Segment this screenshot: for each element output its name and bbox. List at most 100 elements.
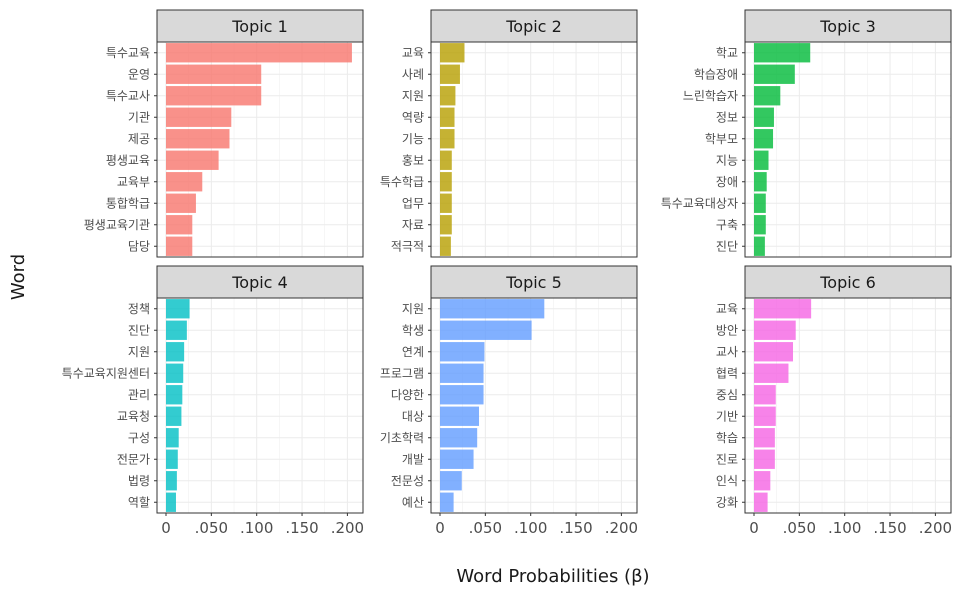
panel-background [431, 42, 637, 257]
y-tick-label: 법령 [128, 474, 150, 488]
bar [754, 150, 769, 170]
x-tick-label: .200 [331, 519, 364, 537]
y-tick-label: 구성 [128, 431, 150, 445]
y-tick-label: 대상 [402, 409, 424, 423]
bar [754, 43, 811, 63]
bar [440, 299, 545, 319]
y-tick-label: 중심 [716, 388, 738, 402]
bar [754, 129, 774, 149]
bar [440, 492, 454, 512]
y-tick-label: 사례 [402, 67, 424, 81]
y-tick-label: 특수교육대상자 [661, 196, 738, 210]
bar [754, 406, 776, 426]
bar [440, 64, 460, 84]
facet-strip [744, 9, 952, 43]
x-tick-label: .050 [469, 519, 502, 537]
x-tick-label: .100 [240, 519, 273, 537]
y-tick-label: 운영 [128, 67, 150, 81]
bar [440, 406, 479, 426]
y-tick-label: 특수학급 [380, 175, 424, 189]
bar [440, 363, 484, 383]
y-tick-label: 관리 [128, 388, 150, 402]
y-tick-label: 기관 [128, 110, 150, 124]
bar [166, 428, 179, 448]
y-tick-label: 인식 [716, 474, 738, 488]
bar [166, 129, 230, 149]
y-tick-label: 제공 [128, 132, 150, 146]
y-tick-label: 특수교육지원센터 [62, 366, 150, 380]
bar [440, 86, 456, 106]
bar [166, 406, 182, 426]
bar [166, 492, 176, 512]
y-tick-label: 지원 [402, 89, 424, 103]
bar [440, 342, 485, 362]
y-tick-label: 역량 [402, 110, 424, 124]
y-tick-label: 특수교사 [106, 89, 150, 103]
bar [166, 215, 193, 235]
facet-strip [430, 265, 638, 299]
x-tick-label: .100 [514, 519, 547, 537]
y-tick-label: 진단 [128, 323, 150, 337]
y-tick-label: 지원 [402, 302, 424, 316]
y-tick-label: 평생교육기관 [84, 218, 150, 232]
y-tick-label: 프로그램 [380, 366, 424, 380]
x-axis-title: Word Probabilities (β) [456, 566, 649, 587]
bar [440, 172, 452, 192]
y-tick-label: 전문가 [117, 452, 150, 466]
bar [166, 320, 187, 340]
y-tick-label: 방안 [716, 323, 738, 337]
y-tick-label: 교육 [402, 46, 424, 60]
y-tick-label: 통합학급 [106, 196, 150, 210]
y-axis-title: Word [8, 254, 29, 300]
bar [754, 86, 781, 106]
facet-strip [156, 265, 364, 299]
bar [440, 129, 455, 149]
bar [440, 107, 455, 127]
bar [754, 236, 765, 256]
bar [166, 64, 262, 84]
y-tick-label: 교육청 [117, 409, 150, 423]
y-tick-label: 학습 [716, 431, 738, 445]
bar [166, 342, 185, 362]
facet-strip [430, 9, 638, 43]
y-tick-label: 지능 [716, 153, 738, 167]
y-tick-label: 특수교육 [106, 46, 150, 60]
x-tick-label: .200 [605, 519, 638, 537]
facet-strip [156, 9, 364, 43]
x-tick-label: .150 [285, 519, 318, 537]
bar [166, 43, 352, 63]
y-tick-label: 자료 [402, 218, 424, 232]
facet-title: Topic 1 [231, 17, 288, 36]
bar [440, 236, 451, 256]
bar [754, 320, 796, 340]
bar [166, 471, 177, 491]
bar [754, 107, 774, 127]
bar [440, 385, 484, 405]
bar [166, 299, 190, 319]
y-tick-label: 학부모 [705, 132, 738, 146]
bar [166, 363, 184, 383]
x-tick-label: 0 [749, 519, 759, 537]
x-tick-label: .150 [559, 519, 592, 537]
y-tick-label: 기반 [716, 409, 738, 423]
bar [754, 385, 776, 405]
y-tick-label: 기능 [402, 132, 424, 146]
y-tick-label: 역할 [128, 495, 150, 509]
y-tick-label: 느린학습자 [683, 89, 738, 103]
y-tick-label: 기초학력 [380, 431, 424, 445]
facet-title: Topic 4 [231, 273, 288, 292]
bar [166, 193, 196, 213]
bar [754, 215, 766, 235]
y-tick-label: 진단 [716, 239, 738, 253]
y-tick-label: 학습장애 [694, 67, 738, 81]
bar [166, 385, 183, 405]
y-tick-label: 교사 [716, 345, 738, 359]
bar [754, 449, 775, 469]
y-tick-label: 교육부 [117, 175, 150, 189]
facet-strip [744, 265, 952, 299]
bar [166, 107, 232, 127]
x-tick-label: 0 [161, 519, 171, 537]
y-tick-label: 협력 [716, 366, 738, 380]
x-tick-label: .050 [195, 519, 228, 537]
